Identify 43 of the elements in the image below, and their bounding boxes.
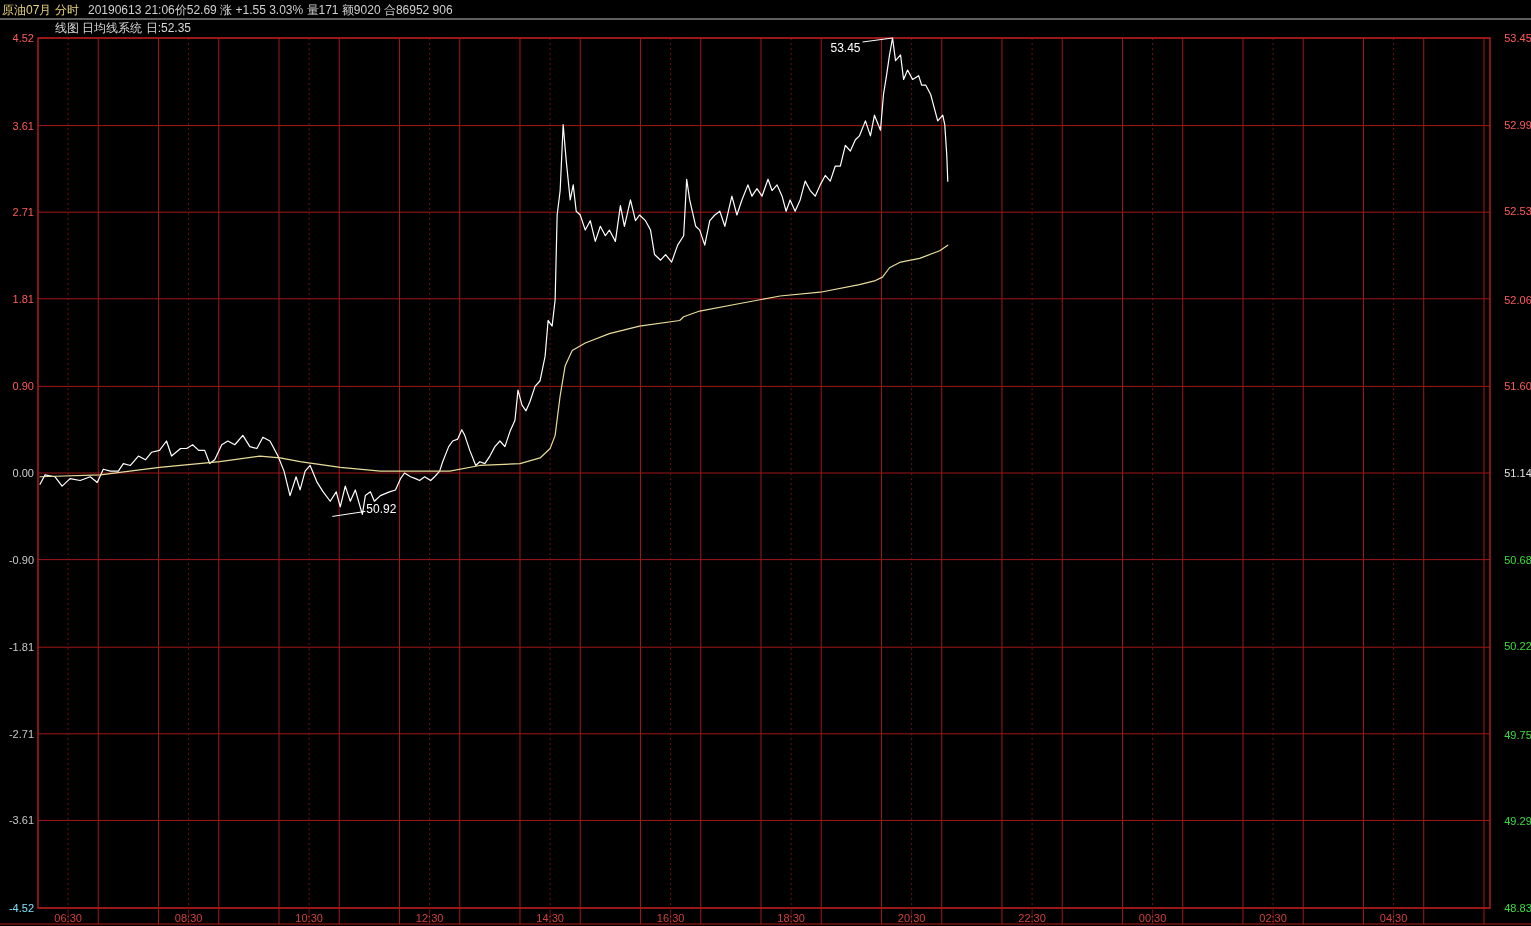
y2-tick-label: 50.22 <box>1504 640 1531 653</box>
y2-tick-label: 52.06 <box>1504 293 1531 306</box>
y2-tick-label: 48.83 <box>1504 902 1531 914</box>
y-tick-label: 0.90 <box>12 380 34 393</box>
x-tick-label: 22:30 <box>1018 912 1046 924</box>
x-tick-label: 12:30 <box>415 912 444 924</box>
note-low: 50.92 <box>331 502 397 517</box>
y-tick-label: -1.81 <box>8 641 34 654</box>
chart-subtitle: 20190613 21:06价52.69 涨 +1.55 3.03% 量171 额9020 合86952 906 <box>88 3 453 17</box>
y-tick-label: 4.52 <box>12 32 34 44</box>
y2-tick-label: 53.45 <box>1504 32 1531 44</box>
x-tick-label: 16:30 <box>656 912 685 924</box>
y2-tick-label: 52.99 <box>1504 118 1531 131</box>
x-tick-label: 18:30 <box>777 912 805 924</box>
line-series <box>39 244 949 478</box>
y-tick-label: -2.71 <box>8 727 34 740</box>
line-series <box>39 37 949 516</box>
note-high: 53.45 <box>830 37 894 55</box>
x-tick-label: 08:30 <box>174 912 203 924</box>
y2-tick-label: 51.14 <box>1504 467 1531 479</box>
x-tick-label: 04:30 <box>1379 912 1408 924</box>
annotation: 50.92 <box>366 502 397 517</box>
y-tick-label: -3.61 <box>8 814 34 827</box>
x-tick-label: 02:30 <box>1259 912 1287 924</box>
x-tick-label: 10:30 <box>295 912 323 924</box>
y2-tick-label: 49.75 <box>1504 728 1531 741</box>
y-tick-label: 0.00 <box>12 467 34 479</box>
y-tick-label: 3.61 <box>12 119 34 132</box>
y2-tick-label: 50.68 <box>1504 553 1531 566</box>
x-tick-label: 00:30 <box>1138 912 1167 924</box>
y-tick-label: 2.71 <box>12 206 34 219</box>
annotation: 53.45 <box>830 41 861 55</box>
y-tick-label: -0.90 <box>8 553 34 566</box>
x-tick-label: 14:30 <box>536 912 564 924</box>
y2-tick-label: 51.60 <box>1504 380 1531 393</box>
y2-tick-label: 49.29 <box>1504 815 1531 828</box>
y2-tick-label: 52.53 <box>1504 205 1531 218</box>
y-tick-label: -4.52 <box>8 902 34 914</box>
chart-title: 原油07月 分时 <box>2 3 79 17</box>
y-tick-label: 1.81 <box>12 292 34 305</box>
text: 线图 日均线系统 日:52.35 <box>55 21 192 35</box>
x-tick-label: 06:30 <box>54 912 82 924</box>
x-tick-label: 20:30 <box>897 912 926 924</box>
